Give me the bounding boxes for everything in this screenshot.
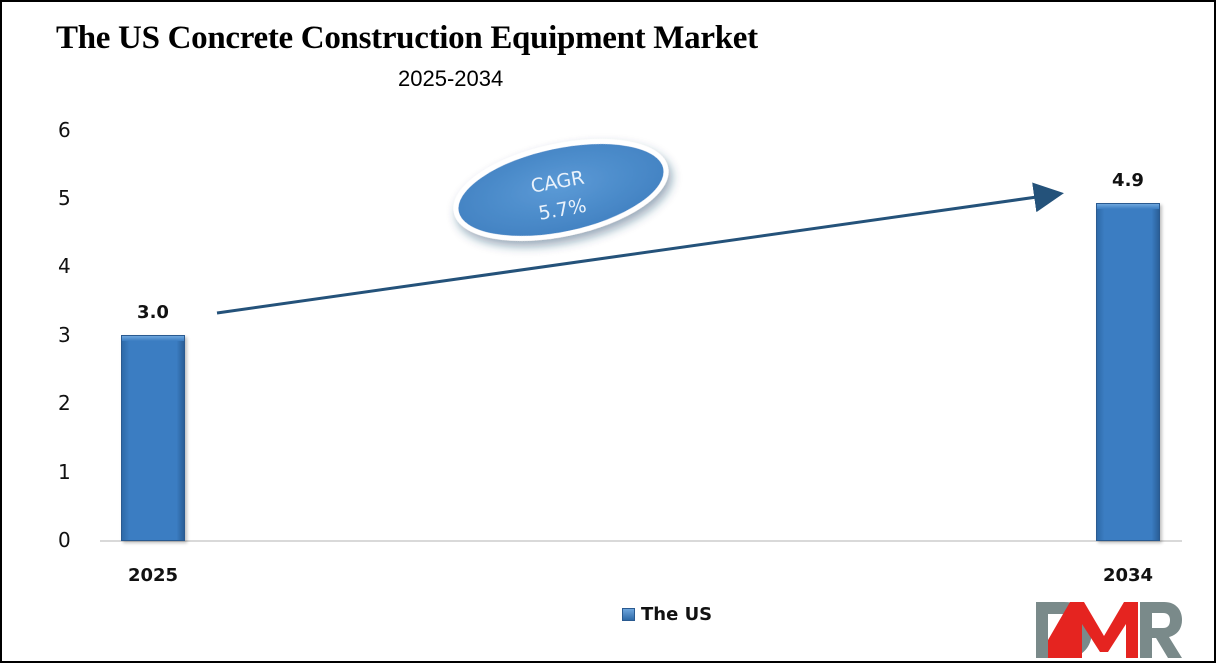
cagr-ellipse	[453, 139, 669, 241]
legend: The US	[622, 604, 712, 625]
y-tick-1: 1	[58, 460, 71, 484]
y-tick-3: 3	[58, 323, 71, 347]
y-tick-5: 5	[58, 186, 71, 210]
y-tick-4: 4	[58, 254, 71, 278]
legend-swatch-icon	[622, 608, 635, 621]
bar-value-2034: 4.9	[1112, 170, 1144, 191]
bar-2034	[1096, 203, 1160, 541]
x-label-2034: 2034	[1102, 565, 1154, 586]
y-tick-0: 0	[58, 528, 71, 552]
chart-subtitle: 2025-2034	[398, 66, 504, 91]
x-label-2025: 2025	[127, 565, 179, 586]
bar-value-2025: 3.0	[137, 302, 169, 323]
bar-2025	[121, 335, 185, 541]
chart-title: The US Concrete Construction Equipment M…	[56, 20, 758, 56]
x-axis-line	[100, 540, 1182, 542]
y-tick-6: 6	[58, 118, 71, 142]
y-tick-2: 2	[58, 391, 71, 415]
dmr-logo-icon	[1036, 602, 1182, 658]
legend-label: The US	[641, 604, 713, 625]
